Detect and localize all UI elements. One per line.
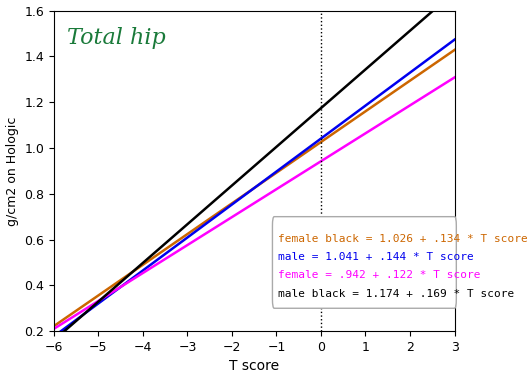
X-axis label: T score: T score <box>229 359 279 373</box>
Text: female = .942 + .122 * T score: female = .942 + .122 * T score <box>278 270 480 280</box>
Text: Total hip: Total hip <box>67 27 166 49</box>
Y-axis label: g/cm2 on Hologic: g/cm2 on Hologic <box>6 116 19 226</box>
Text: male black = 1.174 + .169 * T score: male black = 1.174 + .169 * T score <box>278 289 514 299</box>
Text: male = 1.041 + .144 * T score: male = 1.041 + .144 * T score <box>278 252 473 262</box>
FancyBboxPatch shape <box>272 217 457 308</box>
Text: female black = 1.026 + .134 * T score: female black = 1.026 + .134 * T score <box>278 233 527 244</box>
